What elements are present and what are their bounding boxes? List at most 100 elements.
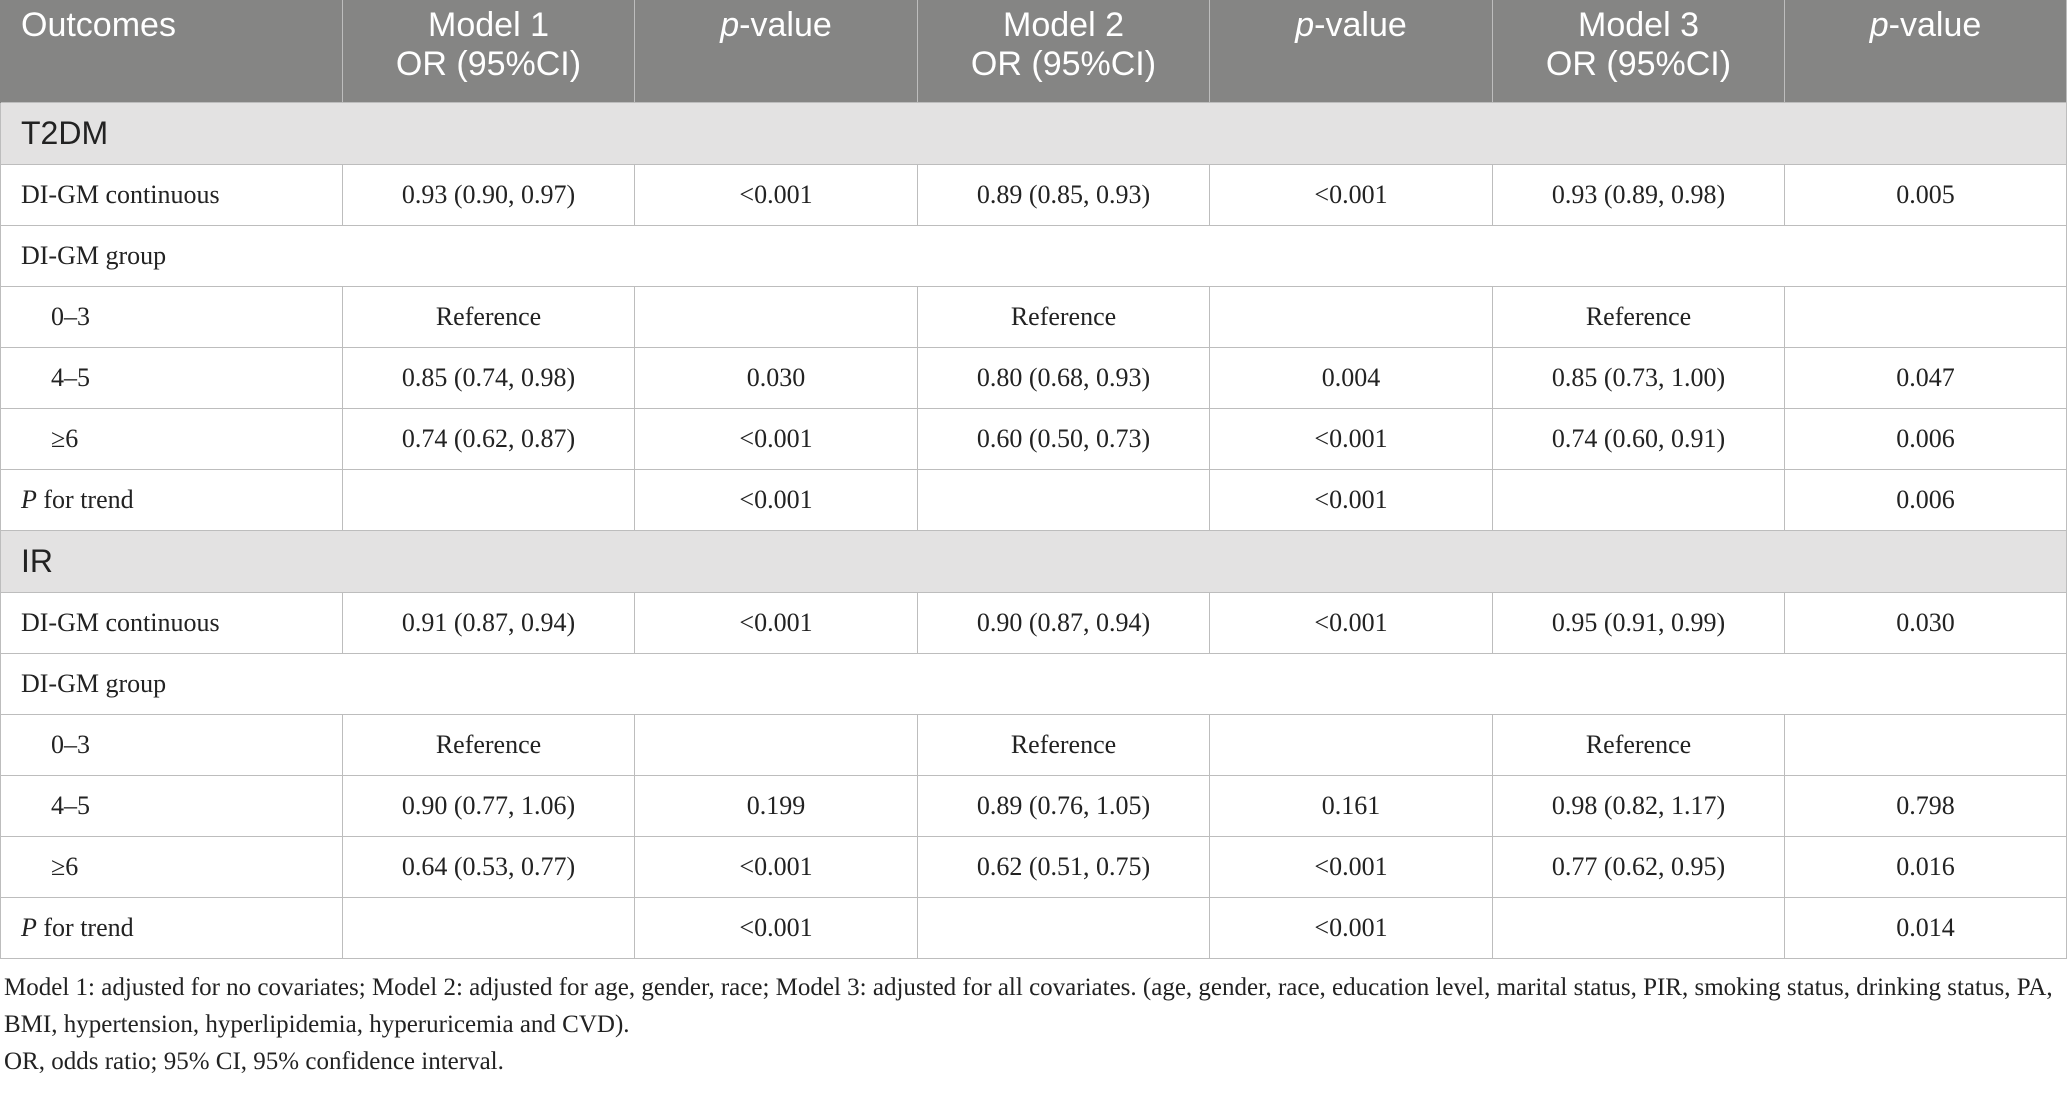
model3-pvalue: 0.030 [1784,591,2067,654]
model3-or [1492,896,1785,959]
model3-pvalue [1784,713,2067,776]
header-model1: Model 1 OR (95%CI) [342,0,635,102]
section-title: T2DM [0,101,2067,165]
row-label: P for trend [0,468,343,531]
row-label: 0–3 [0,713,343,776]
model2-or: 0.89 (0.76, 1.05) [917,774,1210,837]
model2-or: Reference [917,713,1210,776]
model2-or: 0.90 (0.87, 0.94) [917,591,1210,654]
row-label: ≥6 [0,835,343,898]
model2-pvalue: <0.001 [1209,163,1493,226]
model2-or: 0.62 (0.51, 0.75) [917,835,1210,898]
table-row: 0–3 Reference Reference Reference [0,285,2067,348]
model1-or: 0.74 (0.62, 0.87) [342,407,635,470]
model1-or [342,896,635,959]
model2-pvalue [1209,285,1493,348]
table-row: 0–3 Reference Reference Reference [0,713,2067,776]
model3-pvalue [1784,285,2067,348]
model3-or: 0.98 (0.82, 1.17) [1492,774,1785,837]
model2-or: 0.60 (0.50, 0.73) [917,407,1210,470]
table-row: P for trend <0.001 <0.001 0.014 [0,896,2067,959]
row-label: ≥6 [0,407,343,470]
results-table: Outcomes Model 1 OR (95%CI) p-value Model… [0,0,2067,959]
model3-pvalue: 0.016 [1784,835,2067,898]
model1-pvalue: <0.001 [634,407,918,470]
model1-or: 0.85 (0.74, 0.98) [342,346,635,409]
model3-or: 0.95 (0.91, 0.99) [1492,591,1785,654]
model1-pvalue: 0.199 [634,774,918,837]
model3-or: 0.77 (0.62, 0.95) [1492,835,1785,898]
model2-or [917,468,1210,531]
table-row: ≥6 0.64 (0.53, 0.77) <0.001 0.62 (0.51, … [0,835,2067,898]
table-row: DI-GM group [0,652,2067,715]
header-model2: Model 2 OR (95%CI) [917,0,1210,102]
model3-pvalue: 0.006 [1784,468,2067,531]
row-label: P for trend [0,896,343,959]
model1-or: Reference [342,713,635,776]
model1-or: Reference [342,285,635,348]
model2-pvalue: <0.001 [1209,896,1493,959]
model1-pvalue: 0.030 [634,346,918,409]
model3-pvalue: 0.005 [1784,163,2067,226]
model1-pvalue: <0.001 [634,591,918,654]
model3-or: 0.93 (0.89, 0.98) [1492,163,1785,226]
model3-or: Reference [1492,285,1785,348]
model1-pvalue [634,713,918,776]
model1-or [342,468,635,531]
model2-pvalue: <0.001 [1209,468,1493,531]
model1-pvalue: <0.001 [634,163,918,226]
model3-pvalue: 0.014 [1784,896,2067,959]
footnote-abbreviations: OR, odds ratio; 95% CI, 95% confidence i… [4,1047,504,1075]
model2-or: 0.80 (0.68, 0.93) [917,346,1210,409]
model1-or: 0.93 (0.90, 0.97) [342,163,635,226]
header-pvalue-1: p-value [634,0,918,102]
header-pvalue-2: p-value [1209,0,1493,102]
model2-pvalue: <0.001 [1209,591,1493,654]
row-label: 0–3 [0,285,343,348]
table-row: DI-GM continuous 0.93 (0.90, 0.97) <0.00… [0,163,2067,226]
table-row: ≥6 0.74 (0.62, 0.87) <0.001 0.60 (0.50, … [0,407,2067,470]
table-row: DI-GM continuous 0.91 (0.87, 0.94) <0.00… [0,591,2067,654]
model2-pvalue [1209,713,1493,776]
model1-pvalue [634,285,918,348]
model2-pvalue: 0.004 [1209,346,1493,409]
results-table-container: Outcomes Model 1 OR (95%CI) p-value Model… [0,0,2067,1080]
table-header-row: Outcomes Model 1 OR (95%CI) p-value Model… [0,0,2067,102]
section-title: IR [0,529,2067,593]
model3-or: 0.74 (0.60, 0.91) [1492,407,1785,470]
section-row-ir: IR [0,529,2067,593]
model2-or: 0.89 (0.85, 0.93) [917,163,1210,226]
table-row: 4–5 0.85 (0.74, 0.98) 0.030 0.80 (0.68, … [0,346,2067,409]
model3-or: 0.85 (0.73, 1.00) [1492,346,1785,409]
header-pvalue-3: p-value [1784,0,2067,102]
model2-pvalue: <0.001 [1209,407,1493,470]
model3-or: Reference [1492,713,1785,776]
model1-or: 0.64 (0.53, 0.77) [342,835,635,898]
row-label: DI-GM continuous [0,591,343,654]
table-row: 4–5 0.90 (0.77, 1.06) 0.199 0.89 (0.76, … [0,774,2067,837]
model3-or [1492,468,1785,531]
header-outcomes: Outcomes [0,0,343,102]
model1-or: 0.90 (0.77, 1.06) [342,774,635,837]
model2-or [917,896,1210,959]
model3-pvalue: 0.047 [1784,346,2067,409]
model2-pvalue: 0.161 [1209,774,1493,837]
row-label: DI-GM group [0,224,2067,287]
row-label: DI-GM group [0,652,2067,715]
model1-pvalue: <0.001 [634,896,918,959]
model1-or: 0.91 (0.87, 0.94) [342,591,635,654]
section-row-t2dm: T2DM [0,101,2067,165]
model3-pvalue: 0.798 [1784,774,2067,837]
table-footnotes: Model 1: adjusted for no covariates; Mod… [0,959,2066,1080]
model2-pvalue: <0.001 [1209,835,1493,898]
table-row: DI-GM group [0,224,2067,287]
row-label: 4–5 [0,346,343,409]
footnote-models: Model 1: adjusted for no covariates; Mod… [4,973,2053,1038]
model2-or: Reference [917,285,1210,348]
table-row: P for trend <0.001 <0.001 0.006 [0,468,2067,531]
model1-pvalue: <0.001 [634,835,918,898]
model3-pvalue: 0.006 [1784,407,2067,470]
row-label: 4–5 [0,774,343,837]
row-label: DI-GM continuous [0,163,343,226]
model1-pvalue: <0.001 [634,468,918,531]
